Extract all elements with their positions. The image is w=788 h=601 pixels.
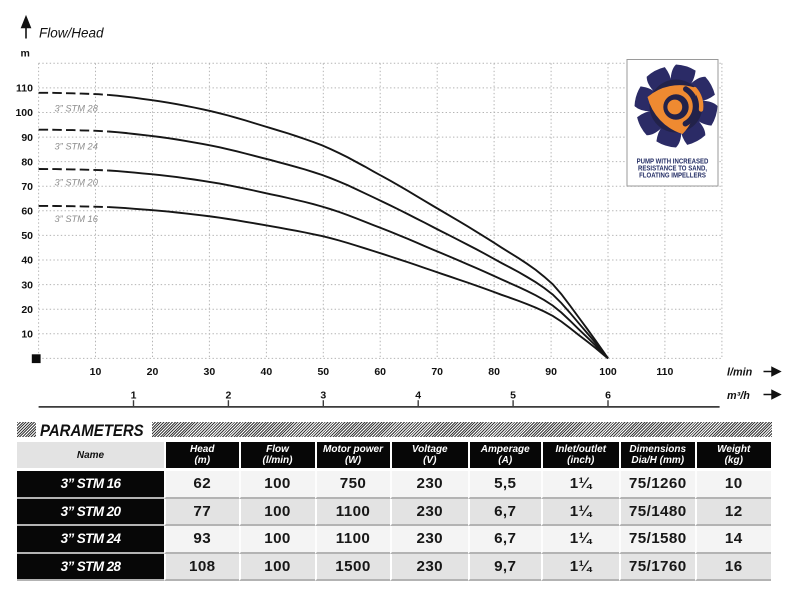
svg-text:60: 60 <box>374 366 386 378</box>
svg-text:40: 40 <box>261 366 273 378</box>
svg-text:3” STM 24: 3” STM 24 <box>55 142 98 152</box>
svg-text:10: 10 <box>90 366 102 378</box>
svg-text:3” STM 20: 3” STM 20 <box>55 178 99 188</box>
svg-text:3” STM 28: 3” STM 28 <box>55 104 99 114</box>
svg-text:6: 6 <box>605 390 611 402</box>
svg-text:3: 3 <box>320 390 326 402</box>
svg-text:60: 60 <box>21 206 33 218</box>
svg-text:100: 100 <box>15 107 33 119</box>
svg-text:5: 5 <box>510 390 516 402</box>
svg-text:90: 90 <box>545 366 557 378</box>
svg-text:70: 70 <box>431 366 443 378</box>
svg-text:70: 70 <box>21 181 33 193</box>
svg-text:4: 4 <box>415 390 421 402</box>
svg-text:80: 80 <box>21 156 33 168</box>
svg-text:2: 2 <box>225 390 231 402</box>
svg-text:m³/h: m³/h <box>727 390 750 402</box>
svg-text:RESISTANCE TO SAND,: RESISTANCE TO SAND, <box>638 165 707 173</box>
svg-text:10: 10 <box>21 329 33 341</box>
svg-text:50: 50 <box>21 230 33 242</box>
svg-text:3” STM 16: 3” STM 16 <box>55 214 99 224</box>
svg-text:Flow/Head: Flow/Head <box>39 26 104 41</box>
svg-text:30: 30 <box>21 279 33 291</box>
svg-text:40: 40 <box>21 255 33 267</box>
svg-text:50: 50 <box>317 366 329 378</box>
svg-text:110: 110 <box>656 366 673 378</box>
svg-text:m: m <box>21 48 30 60</box>
svg-text:1: 1 <box>131 390 137 402</box>
svg-text:PUMP WITH INCREASED: PUMP WITH INCREASED <box>637 158 709 166</box>
svg-text:20: 20 <box>21 304 33 316</box>
svg-text:100: 100 <box>599 366 617 378</box>
svg-text:110: 110 <box>16 83 33 95</box>
svg-text:20: 20 <box>147 366 159 378</box>
svg-text:l/min: l/min <box>727 366 753 378</box>
svg-text:FLOATING IMPELLERS: FLOATING IMPELLERS <box>639 172 706 180</box>
svg-text:80: 80 <box>488 366 500 378</box>
svg-text:90: 90 <box>21 132 33 144</box>
svg-text:30: 30 <box>204 366 216 378</box>
